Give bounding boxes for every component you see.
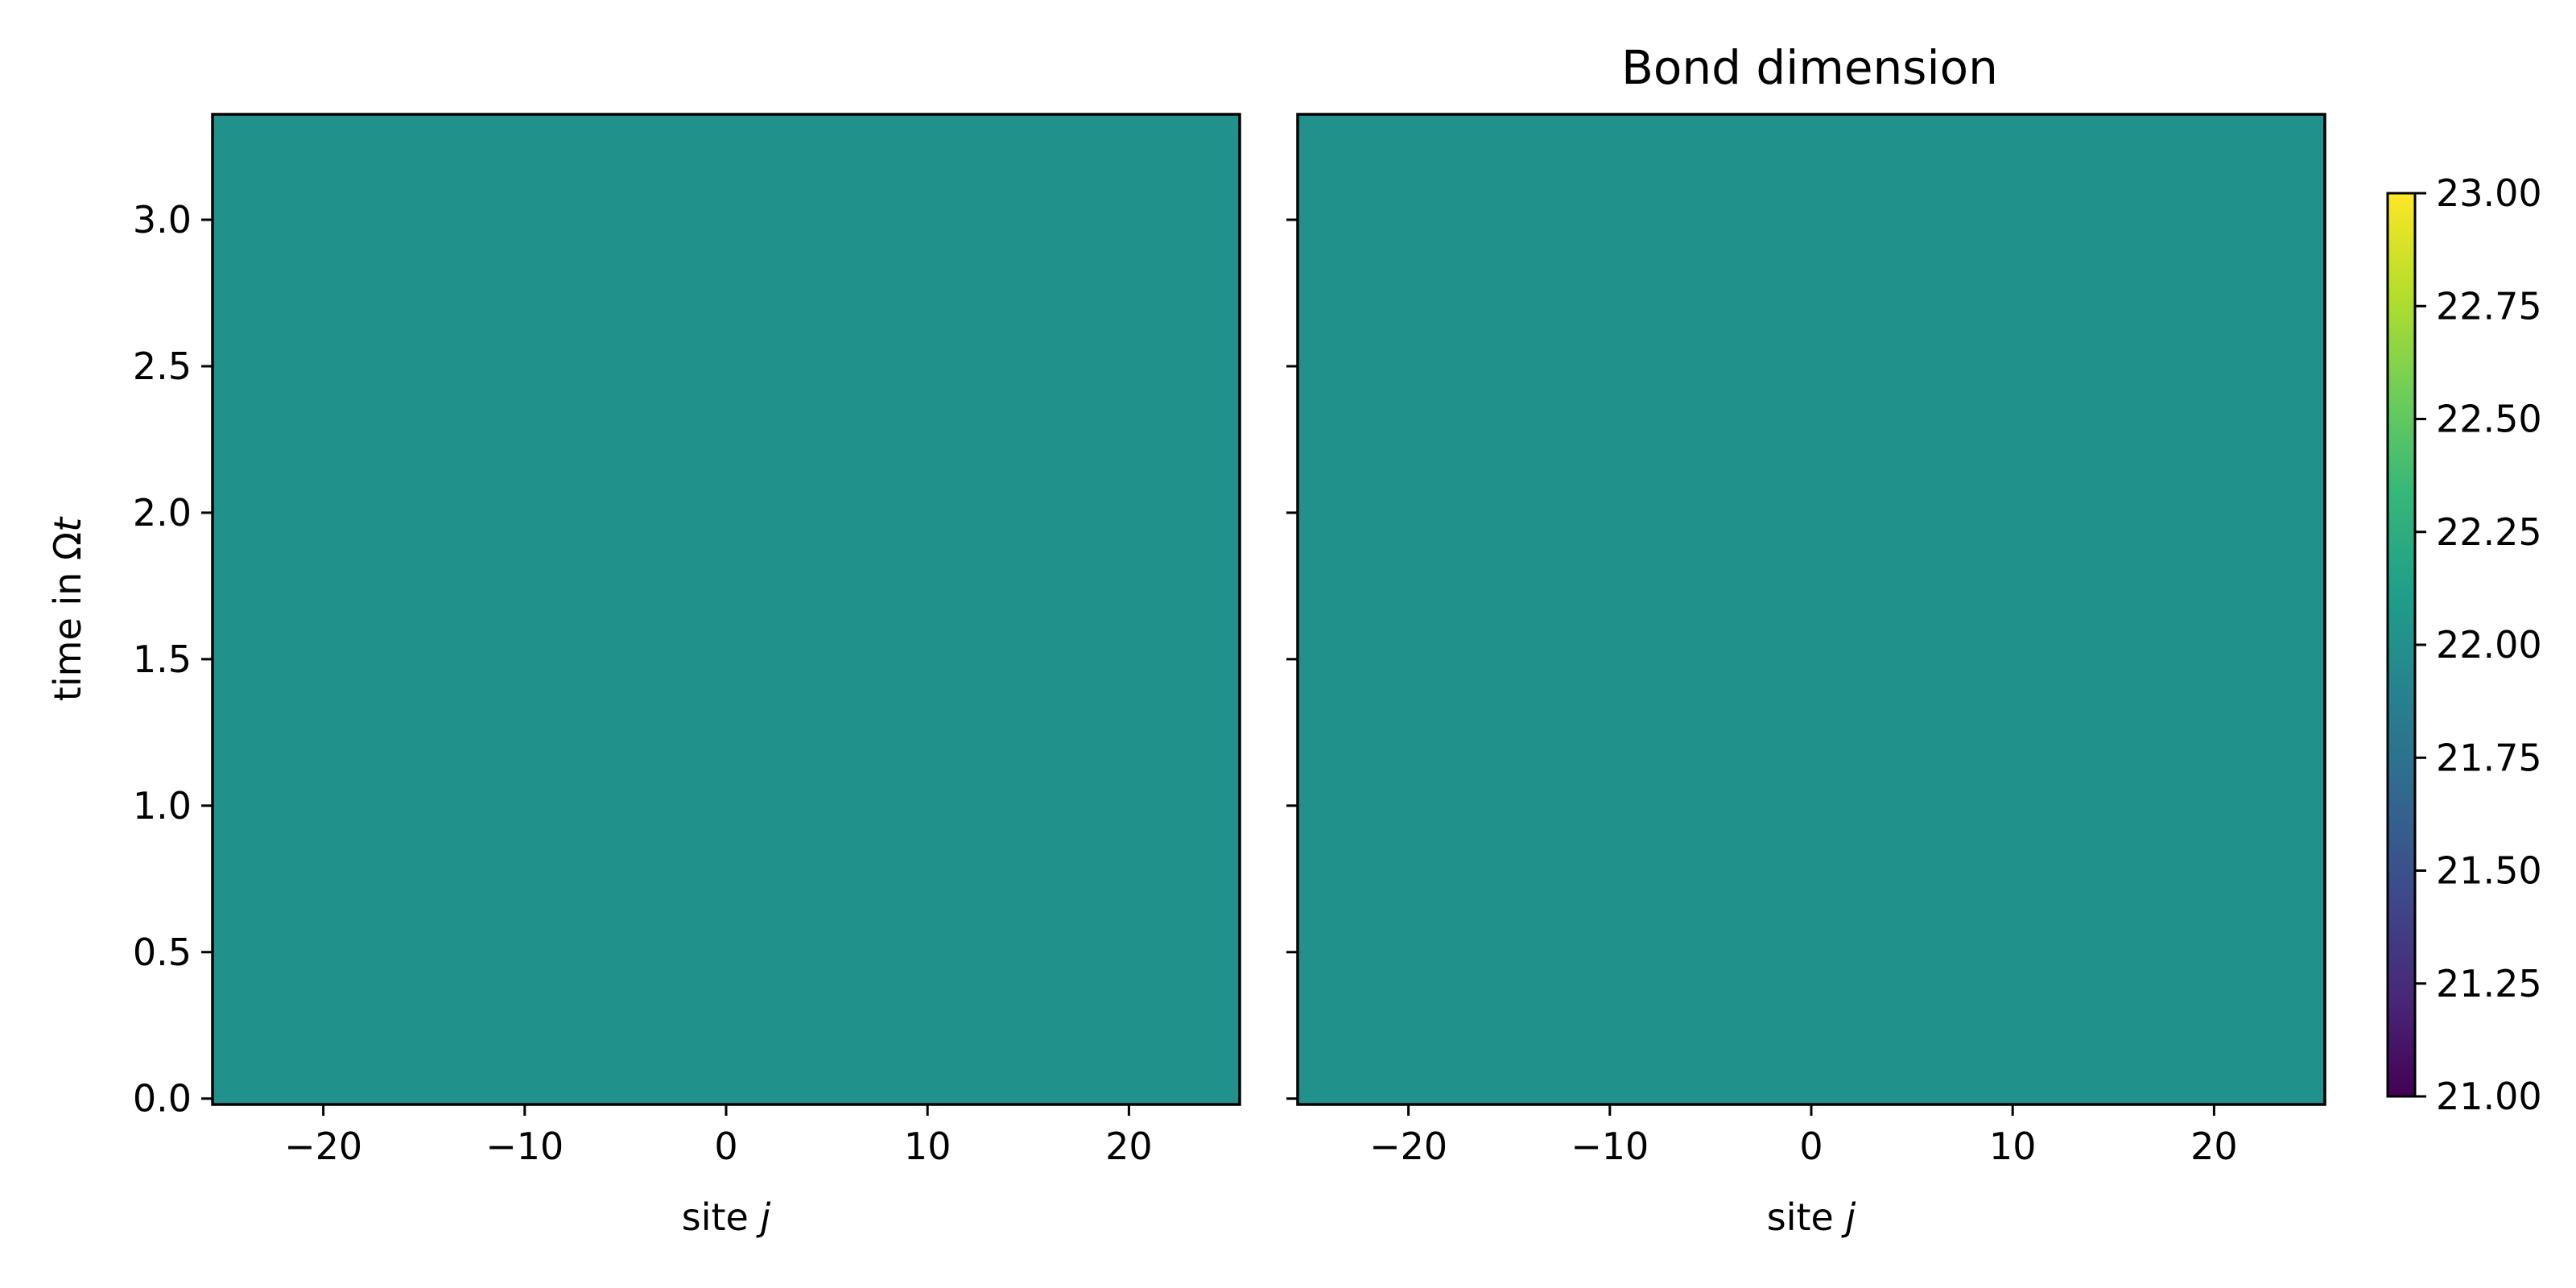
x-tick-label: 0 <box>1799 1125 1823 1168</box>
x-tick-label: 20 <box>2190 1125 2238 1168</box>
colorbar-tick-label: 22.00 <box>2436 623 2542 667</box>
x-tick-label: −10 <box>485 1125 564 1168</box>
x-tick-label: 0 <box>714 1125 737 1168</box>
right-x-axis-label: site j <box>1767 1195 1856 1239</box>
left-y-axis-label: time in Ωt <box>46 516 89 701</box>
right-x-ticks: −20 −10 0 10 20 <box>1369 1104 2238 1168</box>
colorbar-tick-label: 23.00 <box>2436 171 2542 215</box>
left-heatmap-fill <box>213 114 1240 1104</box>
x-tick-label: 10 <box>1989 1125 2037 1168</box>
x-tick-label: 10 <box>904 1125 952 1168</box>
y-tick-label: 0.5 <box>133 931 192 974</box>
x-tick-label: −20 <box>1369 1125 1447 1168</box>
left-x-axis-label: site j <box>682 1195 771 1239</box>
colorbar: 21.00 21.25 21.50 21.75 22.00 22.25 22.50 22.75… <box>2386 171 2542 1118</box>
x-tick-label: 20 <box>1105 1125 1153 1168</box>
x-tick-label: −20 <box>284 1125 362 1168</box>
y-tick-label: 0.0 <box>133 1077 192 1121</box>
left-panel: −20 −10 0 10 20 0.0 0.5 1.0 1.5 2.0 2.5 3.0 site j… <box>46 113 1241 1239</box>
right-panel-title: Bond dimension <box>1621 40 1998 95</box>
y-tick-label: 1.0 <box>133 784 192 828</box>
left-x-ticks: −20 −10 0 10 20 <box>284 1104 1153 1168</box>
colorbar-gradient-bar <box>2388 193 2415 1096</box>
colorbar-tick-label: 21.25 <box>2436 962 2542 1005</box>
colorbar-ticks: 21.00 21.25 21.50 21.75 22.00 22.25 22.50 22.75… <box>2415 171 2542 1118</box>
colorbar-tick-label: 22.50 <box>2436 398 2542 441</box>
colorbar-tick-label: 21.00 <box>2436 1075 2542 1118</box>
y-tick-label: 1.5 <box>133 638 192 681</box>
y-tick-label: 2.0 <box>133 491 192 535</box>
right-y-ticks <box>1286 218 1298 1100</box>
x-tick-label: −10 <box>1571 1125 1649 1168</box>
y-tick-label: 3.0 <box>133 198 192 242</box>
colorbar-tick-label: 21.75 <box>2436 736 2542 779</box>
left-y-ticks: 0.0 0.5 1.0 1.5 2.0 2.5 3.0 <box>133 198 213 1121</box>
right-heatmap-fill <box>1298 114 2325 1104</box>
right-panel: Bond dimension −20 −10 0 10 20 site j <box>1286 40 2326 1239</box>
colorbar-tick-label: 22.25 <box>2436 510 2542 554</box>
colorbar-tick-label: 22.75 <box>2436 284 2542 328</box>
y-tick-label: 2.5 <box>133 345 192 388</box>
colorbar-tick-label: 21.50 <box>2436 849 2542 893</box>
